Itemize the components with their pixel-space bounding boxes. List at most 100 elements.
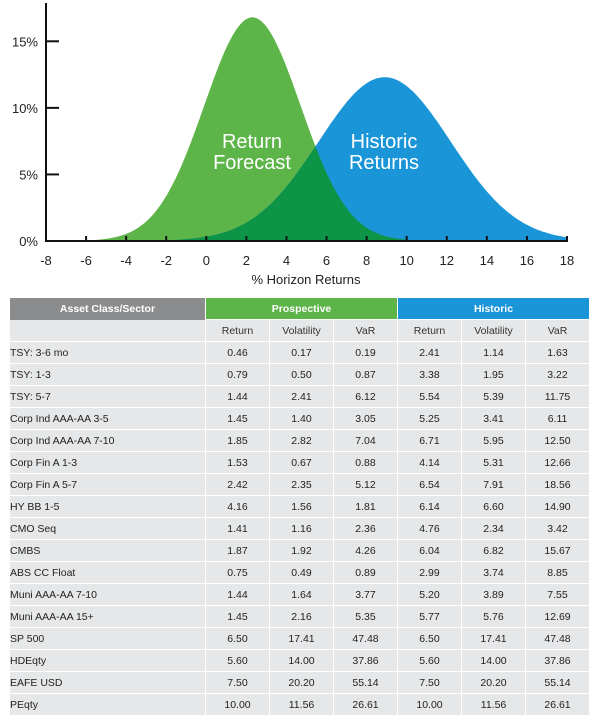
table-cell: 17.41 (270, 628, 333, 650)
asset-name: TSY: 5-7 (10, 386, 205, 408)
table-cell: 1.45 (206, 408, 269, 430)
table-cell: 5.31 (462, 452, 526, 474)
table-cell: 5.12 (334, 474, 398, 496)
table-cell: 1.14 (462, 342, 526, 364)
table-row: Corp Fin A 5-7 2.42 2.35 5.12 6.54 7.91 18.56 (10, 474, 590, 496)
table-cell: 1.85 (206, 430, 269, 452)
table-row: Corp Ind AAA-AA 7-10 1.85 2.82 7.04 6.71 5.95… (10, 430, 590, 452)
table-cell: 1.44 (206, 584, 269, 606)
table-cell: 11.56 (462, 694, 526, 716)
table-row: Corp Ind AAA-AA 3-5 1.45 1.40 3.05 5.25 3.41 6… (10, 408, 590, 430)
asset-name: CMO Seq (10, 518, 205, 540)
table-cell: 4.76 (398, 518, 462, 540)
table-row: ABS CC Float 0.75 0.49 0.89 2.99 3.74 8.85 (10, 562, 590, 584)
table-cell: 1.53 (206, 452, 269, 474)
table-cell: 2.16 (270, 606, 333, 628)
table-cell: 4.14 (398, 452, 462, 474)
table-row: HY BB 1-5 4.16 1.56 1.81 6.14 6.60 14.90 (10, 496, 590, 518)
table-cell: 0.88 (334, 452, 398, 474)
asset-name: Corp Fin A 5-7 (10, 474, 205, 496)
table-cell: 12.66 (526, 452, 590, 474)
y-tick-label: 10% (12, 101, 38, 116)
table-cell: 55.14 (526, 672, 590, 694)
table-cell: 5.76 (462, 606, 526, 628)
table-cell: 47.48 (334, 628, 398, 650)
table-cell: 17.41 (462, 628, 526, 650)
table-cell: 8.85 (526, 562, 590, 584)
table-row: Muni AAA-AA 15+ 1.45 2.16 5.35 5.77 5.76 12.69 (10, 606, 590, 628)
historic-returns-area (46, 77, 567, 241)
table-cell: 5.77 (398, 606, 462, 628)
table-cell: 5.95 (462, 430, 526, 452)
table-cell: 26.61 (526, 694, 590, 716)
table-cell: 3.05 (334, 408, 398, 430)
table-cell: 4.26 (334, 540, 398, 562)
x-tick-label: 14 (480, 253, 494, 268)
table-cell: 6.50 (206, 628, 269, 650)
x-axis-label: % Horizon Returns (251, 272, 361, 287)
table-cell: 5.35 (334, 606, 398, 628)
table-cell: 1.63 (526, 342, 590, 364)
x-tick-label: -4 (120, 253, 132, 268)
table-cell: 0.19 (334, 342, 398, 364)
table-cell: 0.49 (270, 562, 333, 584)
table-cell: 15.67 (526, 540, 590, 562)
table-cell: 0.17 (270, 342, 333, 364)
table-cell: 11.56 (270, 694, 333, 716)
table-cell: 2.34 (462, 518, 526, 540)
table-row: TSY: 1-3 0.79 0.50 0.87 3.38 1.95 3.22 (10, 364, 590, 386)
column-header: VaR (526, 320, 590, 342)
distribution-chart: -8 -6 -4 -2 0 2 4 6 8 10 12 14 16 18 0% 5% 10% 15% Return… (12, 3, 574, 287)
asset-class-header: Asset Class/Sector (10, 298, 205, 320)
blank-header-cell (10, 320, 205, 342)
table-cell: 6.71 (398, 430, 462, 452)
table-cell: 0.50 (270, 364, 333, 386)
table-cell: 7.50 (206, 672, 269, 694)
table-cell: 37.86 (526, 650, 590, 672)
table-row: Muni AAA-AA 7-10 1.44 1.64 3.77 5.20 3.89 7.55 (10, 584, 590, 606)
column-header-row: Return Volatility VaR Return Volatility … (10, 320, 590, 342)
table-cell: 6.11 (526, 408, 590, 430)
table-cell: 3.77 (334, 584, 398, 606)
table-cell: 20.20 (270, 672, 333, 694)
table-cell: 5.39 (462, 386, 526, 408)
table-cell: 14.00 (270, 650, 333, 672)
table-cell: 12.50 (526, 430, 590, 452)
x-tick-label: 6 (323, 253, 330, 268)
table-cell: 6.50 (398, 628, 462, 650)
asset-name: Corp Fin A 1-3 (10, 452, 205, 474)
asset-name: Muni AAA-AA 7-10 (10, 584, 205, 606)
table-cell: 3.38 (398, 364, 462, 386)
x-tick-label: 18 (560, 253, 574, 268)
table-cell: 6.82 (462, 540, 526, 562)
table-cell: 7.04 (334, 430, 398, 452)
table-cell: 47.48 (526, 628, 590, 650)
asset-name: PEqty (10, 694, 205, 716)
table-cell: 3.41 (462, 408, 526, 430)
historic-returns-label: Returns (349, 152, 419, 174)
table-cell: 11.75 (526, 386, 590, 408)
asset-name: HY BB 1-5 (10, 496, 205, 518)
table-cell: 6.60 (462, 496, 526, 518)
table-cell: 4.16 (206, 496, 269, 518)
asset-name: Corp Ind AAA-AA 3-5 (10, 408, 205, 430)
column-header: Volatility (270, 320, 333, 342)
table-cell: 14.00 (462, 650, 526, 672)
table-cell: 12.69 (526, 606, 590, 628)
asset-name: HDEqty (10, 650, 205, 672)
x-tick-label: 0 (203, 253, 210, 268)
table-cell: 1.16 (270, 518, 333, 540)
table-cell: 10.00 (206, 694, 269, 716)
table-cell: 0.67 (270, 452, 333, 474)
table-cell: 2.41 (398, 342, 462, 364)
table-cell: 3.22 (526, 364, 590, 386)
table-row: EAFE USD 7.50 20.20 55.14 7.50 20.20 55.14 (10, 672, 590, 694)
table-row: CMBS 1.87 1.92 4.26 6.04 6.82 15.67 (10, 540, 590, 562)
table-cell: 5.20 (398, 584, 462, 606)
table-cell: 1.95 (462, 364, 526, 386)
table-cell: 0.89 (334, 562, 398, 584)
table-cell: 2.99 (398, 562, 462, 584)
table-cell: 0.87 (334, 364, 398, 386)
table-cell: 5.54 (398, 386, 462, 408)
table-cell: 3.74 (462, 562, 526, 584)
